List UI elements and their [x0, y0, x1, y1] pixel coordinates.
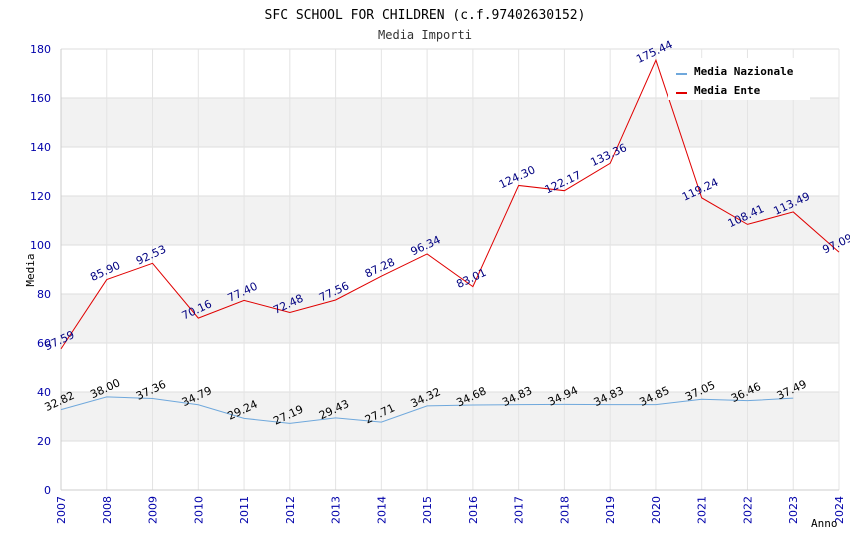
x-tick-label: 2017 — [513, 496, 526, 524]
data-label: 85.90 — [88, 259, 122, 284]
x-tick-label: 2009 — [147, 496, 160, 524]
x-tick-label: 2010 — [192, 496, 205, 524]
gridlines — [60, 48, 840, 491]
x-tick-label: 2016 — [467, 496, 480, 524]
x-axis-label: Anno — [811, 517, 838, 530]
x-tick-label: 2012 — [284, 496, 297, 524]
x-tick-label: 2011 — [238, 496, 251, 524]
y-tick-label: 80 — [37, 288, 51, 301]
x-tick-label: 2007 — [55, 496, 68, 524]
x-tick-label: 2013 — [330, 496, 343, 524]
x-tick-label: 2024 — [833, 496, 846, 524]
x-tick-label: 2021 — [696, 496, 709, 524]
legend: Media Nazionale Media Ente — [668, 58, 810, 100]
legend-label: Media Nazionale — [694, 65, 794, 78]
y-tick-label: 0 — [44, 484, 51, 497]
y-tick-label: 60 — [37, 337, 51, 350]
y-tick-label: 100 — [30, 239, 51, 252]
data-label: 57.59 — [42, 328, 76, 353]
plot-background-bands — [61, 98, 839, 441]
x-axis-tick-labels: 2007 2008 2009 2010 2011 2012 2013 2014 2015 2016… — [55, 496, 846, 524]
y-tick-label: 120 — [30, 190, 51, 203]
y-tick-label: 160 — [30, 92, 51, 105]
x-tick-label: 2008 — [101, 496, 114, 524]
data-label: 83.01 — [454, 266, 488, 291]
data-label: 122.17 — [543, 168, 583, 196]
legend-label: Media Ente — [694, 84, 761, 97]
x-tick-label: 2020 — [650, 496, 663, 524]
y-axis-tick-labels: 0 20 40 60 80 100 120 140 160 180 — [30, 43, 51, 497]
x-tick-label: 2022 — [741, 496, 754, 524]
background-band — [61, 294, 839, 343]
chart-subtitle: Media Importi — [378, 28, 472, 42]
background-band — [61, 98, 839, 147]
y-axis-label: Media — [24, 253, 37, 286]
x-tick-label: 2018 — [558, 496, 571, 524]
series-line — [60, 58, 840, 350]
axes — [60, 49, 839, 491]
y-tick-label: 140 — [30, 141, 51, 154]
y-tick-label: 20 — [37, 435, 51, 448]
series-line — [60, 396, 794, 424]
background-band — [61, 392, 839, 441]
x-tick-label: 2014 — [375, 496, 388, 524]
background-band — [61, 196, 839, 245]
x-tick-label: 2023 — [787, 496, 800, 524]
chart-title: SFC SCHOOL FOR CHILDREN (c.f.97402630152… — [265, 8, 586, 23]
series-lines — [60, 58, 840, 424]
legend-box — [668, 58, 810, 100]
y-tick-label: 40 — [37, 386, 51, 399]
x-tick-label: 2015 — [421, 496, 434, 524]
x-tick-label: 2019 — [604, 496, 617, 524]
y-tick-label: 180 — [30, 43, 51, 56]
